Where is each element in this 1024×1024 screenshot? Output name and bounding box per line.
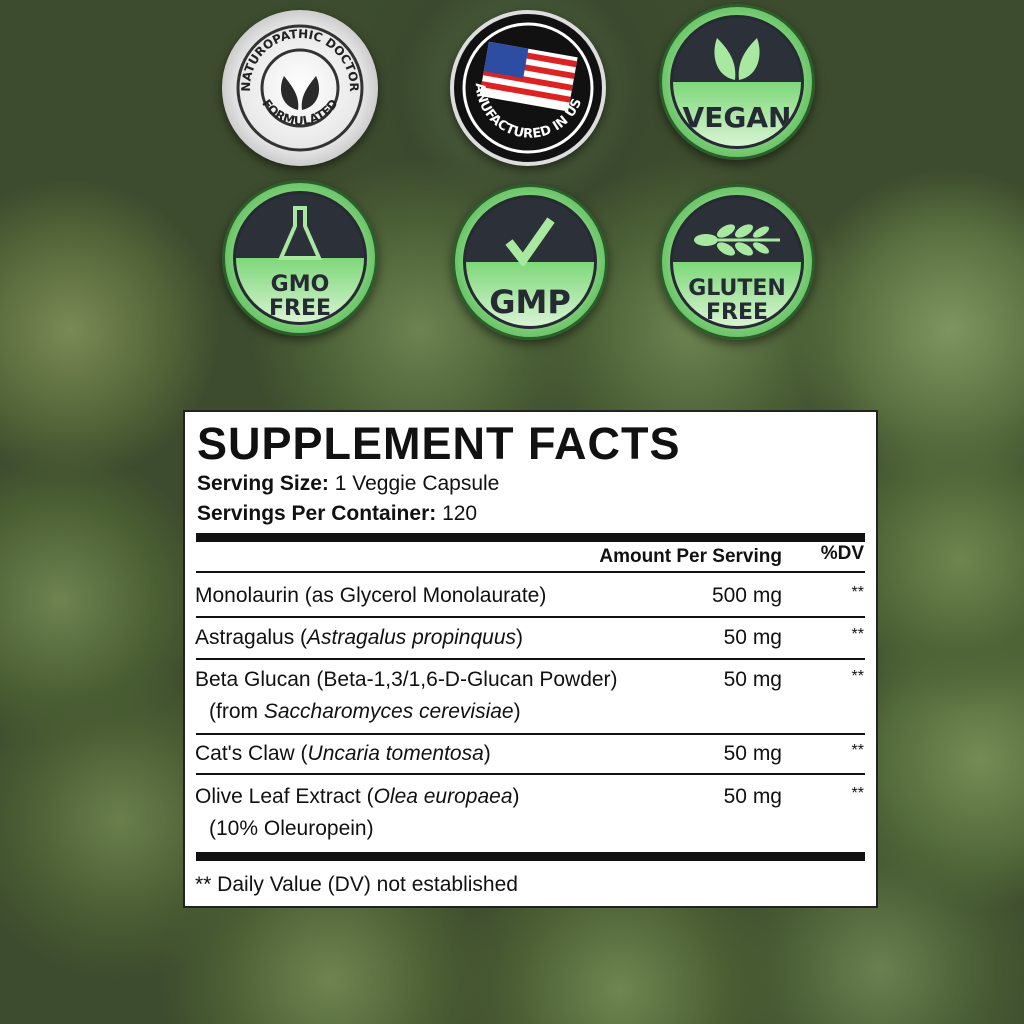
supplement-facts-panel: SUPPLEMENT FACTS Serving Size: 1 Veggie …: [183, 410, 878, 908]
vegan-label: VEGAN: [682, 101, 792, 134]
naturopathic-seal-icon: NATUROPATHIC DOCTOR FORMULATED: [236, 24, 364, 152]
ingredient-source: (from Saccharomyces cerevisiae): [209, 700, 521, 723]
leaves-icon: [280, 76, 320, 110]
amount-header: Amount Per Serving: [599, 546, 782, 567]
naturopathic-doctor-badge: NATUROPATHIC DOCTOR FORMULATED: [222, 10, 378, 166]
ingredient-dv: **: [851, 626, 864, 643]
ingredient-amount: 50 mg: [723, 626, 782, 649]
ingredient-name: Beta Glucan (Beta-1,3/1,6-D-Glucan Powde…: [195, 668, 618, 691]
dv-header: %DV: [820, 543, 864, 564]
gluten-label: GLUTEN: [688, 276, 786, 301]
ingredient-name: Olive Leaf Extract (Olea europaea): [195, 785, 520, 808]
ingredient-amount: 50 mg: [723, 742, 782, 765]
ingredient-dv: **: [851, 668, 864, 685]
us-flag-icon: MANUFACTURED IN USA: [448, 3, 594, 154]
free-label: FREE: [268, 296, 332, 321]
checkmark-icon: [466, 216, 594, 271]
divider: [196, 571, 865, 573]
ingredient-name: Cat's Claw (Uncaria tomentosa): [195, 742, 491, 765]
ingredient-name: Monolaurin (as Glycerol Monolaurate): [195, 584, 547, 607]
free-label: FREE: [705, 300, 769, 325]
ingredient-dv: **: [851, 742, 864, 759]
divider: [196, 773, 865, 775]
svg-text:NATUROPATHIC DOCTOR: NATUROPATHIC DOCTOR: [239, 27, 361, 92]
servings-per-container: Servings Per Container: 120: [197, 502, 477, 526]
footnote: ** Daily Value (DV) not established: [195, 873, 518, 896]
ingredient-amount: 500 mg: [711, 584, 782, 607]
serving-size: Serving Size: 1 Veggie Capsule: [197, 472, 499, 496]
gmo-free-badge: GMO FREE: [222, 180, 378, 336]
servings-value: 120: [442, 502, 478, 525]
serving-size-value: 1 Veggie Capsule: [334, 472, 500, 495]
divider: [196, 733, 865, 735]
ingredient-amount: 50 mg: [723, 668, 782, 691]
gmp-badge: GMP: [452, 184, 608, 340]
gmp-label: GMP: [489, 283, 571, 321]
facts-title: SUPPLEMENT FACTS: [197, 418, 681, 469]
manufactured-in-usa-badge: MANUFACTURED IN USA: [448, 3, 606, 166]
gmo-label: GMO: [270, 272, 330, 297]
divider: [196, 658, 865, 660]
thick-divider: [196, 852, 865, 861]
servings-label: Servings Per Container:: [197, 502, 437, 525]
gluten-free-badge: GLUTEN FREE: [659, 184, 815, 340]
ingredient-dv: **: [851, 785, 864, 802]
divider: [196, 616, 865, 618]
ingredient-name: Astragalus (Astragalus propinquus): [195, 626, 524, 649]
ingredient-dv: **: [851, 584, 864, 601]
leaves-icon: [673, 32, 801, 87]
vegan-badge: VEGAN: [659, 4, 815, 160]
thick-divider: [196, 533, 865, 542]
flask-icon: [236, 204, 364, 269]
svg-text:FORMULATED: FORMULATED: [259, 97, 340, 128]
serving-size-label: Serving Size:: [197, 472, 329, 495]
ingredient-source: (10% Oleuropein): [209, 817, 374, 840]
ingredient-amount: 50 mg: [723, 785, 782, 808]
wheat-icon: [673, 220, 801, 265]
